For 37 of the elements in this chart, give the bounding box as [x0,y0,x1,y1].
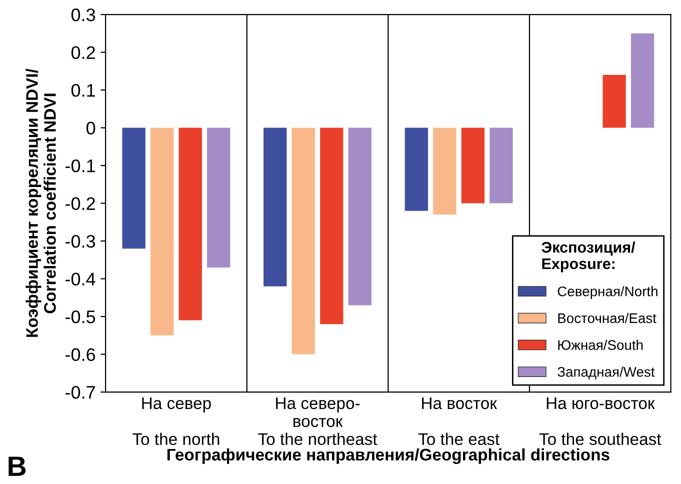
bar [490,128,513,204]
y-tick-label: -0.5 [66,310,96,324]
y-tick-label: 0.3 [71,8,96,22]
y-tick-label: -0.3 [66,234,96,248]
bar [404,128,428,211]
bar [433,128,456,215]
y-tick-label: 0.1 [71,84,95,97]
bar [630,33,654,128]
legend-label: Восточная/East [558,312,656,324]
y-tick-label: 0.2 [71,46,95,59]
legend-label: Южная/South [558,340,643,350]
y-tick-label: -0.2 [66,197,95,210]
bar [150,128,174,336]
category-label: На север To the north [132,398,220,446]
x-tick-label: На северо- восток To the northeast [258,398,378,446]
bar [348,128,372,306]
text: B [8,456,26,476]
bar [264,128,287,286]
y-tick-label: 0 [86,122,96,134]
bar [602,74,626,128]
y-tick-label: -0.7 [66,386,95,399]
legend-title: Экспозиция/ Exposure: [542,242,636,272]
bar [178,128,202,320]
y-tick-label: -0.4 [66,272,96,286]
category-label: На восток To the east [418,398,500,446]
category-label: На юго-восток To the southeast [539,398,662,446]
bar [320,128,344,324]
y-tick-label: -0.1 [66,159,95,172]
y-axis-title: Коэффициент корреляции NDVI/ Correlation coefficient NDVI [26,68,56,337]
bar [461,128,485,204]
legend-label: Северная/North [558,286,658,300]
x-axis-title: Географические направления/Geographical directions [167,448,610,464]
y-tick-label: -0.6 [66,348,96,362]
bar [292,128,315,354]
bar [207,128,230,268]
legend-label: Западная/West [558,366,655,380]
bar [122,128,146,249]
